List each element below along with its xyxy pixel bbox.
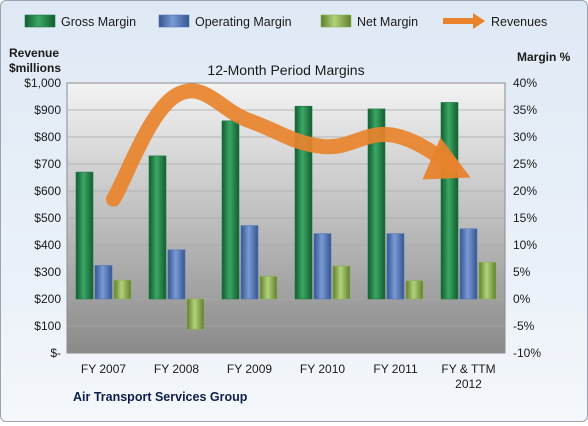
right-tick-label: -5%	[513, 319, 535, 333]
bar-net-margin	[113, 279, 132, 300]
right-tick-label: 0%	[513, 292, 531, 306]
legend-label: Operating Margin	[195, 15, 292, 29]
chart-subtitle: Air Transport Services Group	[73, 390, 248, 404]
left-tick-label: $600	[34, 184, 61, 198]
right-tick-label: 40%	[513, 76, 537, 90]
left-tick-label: $900	[34, 103, 61, 117]
legend-label: Revenues	[491, 15, 547, 29]
right-tick-label: 10%	[513, 238, 537, 252]
bar-gross-margin	[367, 108, 386, 300]
left-tick-label: $400	[34, 238, 61, 252]
bar-gross-margin	[148, 155, 167, 300]
left-tick-label: $100	[34, 319, 61, 333]
right-axis-label: Margin %	[517, 50, 571, 64]
right-tick-label: 15%	[513, 211, 537, 225]
right-tick-label: -10%	[513, 346, 541, 360]
bar-operating-margin	[313, 233, 332, 300]
legend-swatch-net-margin	[320, 14, 352, 28]
bar-operating-margin	[94, 265, 113, 300]
left-tick-label: $200	[34, 292, 61, 306]
legend: Gross Margin Operating Margin Net Margin Re…	[24, 13, 547, 29]
right-tick-label: 35%	[513, 103, 537, 117]
legend-arrow	[473, 13, 485, 29]
revenue-line	[106, 83, 471, 207]
bar-gross-margin	[440, 102, 459, 300]
category-label: FY 2010	[300, 362, 345, 376]
bar-net-margin	[186, 298, 205, 330]
category-label: 2012	[455, 377, 482, 391]
bar-operating-margin	[459, 228, 478, 300]
legend-swatch-gross-margin	[24, 14, 56, 28]
bar-operating-margin	[167, 249, 186, 300]
axis-ticks: $- $100 $200 $300 $400 $500 $600 $700 $800 $900 $1…	[24, 76, 541, 391]
left-axis-label-line2: $millions	[9, 61, 61, 75]
legend-swatch-operating-margin	[158, 14, 190, 28]
bars	[75, 102, 497, 330]
revenue-series-line	[106, 83, 459, 207]
category-label: FY & TTM	[441, 362, 495, 376]
bar-net-margin	[478, 261, 497, 300]
left-tick-label: $800	[34, 130, 61, 144]
bar-net-margin	[332, 265, 351, 300]
bar-gross-margin	[221, 120, 240, 300]
category-label: FY 2008	[154, 362, 199, 376]
category-label: FY 2007	[81, 362, 126, 376]
category-label: FY 2009	[227, 362, 272, 376]
left-tick-label: $500	[34, 211, 61, 225]
bar-gross-margin	[294, 105, 313, 300]
left-tick-label: $700	[34, 157, 61, 171]
chart-title: 12-Month Period Margins	[207, 62, 364, 78]
right-tick-label: 25%	[513, 157, 537, 171]
legend-label: Net Margin	[357, 15, 418, 29]
revenue-arrow-head	[422, 137, 471, 180]
left-tick-label: $300	[34, 265, 61, 279]
left-tick-label: $-	[50, 346, 61, 360]
bar-operating-margin	[386, 233, 405, 300]
category-label: FY 2011	[373, 362, 418, 376]
bar-gross-margin	[75, 171, 94, 300]
left-tick-label: $1,000	[24, 76, 61, 90]
right-tick-label: 20%	[513, 184, 537, 198]
right-tick-label: 30%	[513, 130, 537, 144]
bar-operating-margin	[240, 225, 259, 300]
left-axis-label-line1: Revenue	[9, 46, 59, 60]
legend-label: Gross Margin	[61, 15, 136, 29]
bar-net-margin	[405, 280, 424, 300]
right-tick-label: 5%	[513, 265, 531, 279]
bar-net-margin	[259, 276, 278, 300]
